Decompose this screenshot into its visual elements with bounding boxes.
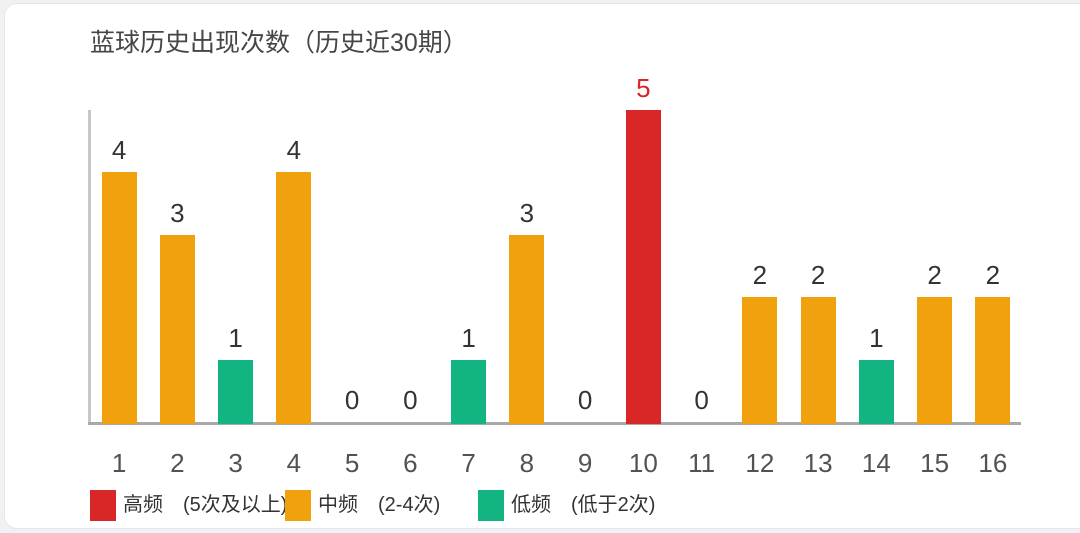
legend-label-high: 高频 (5次及以上) xyxy=(123,494,288,516)
bar-value-label-11: 0 xyxy=(694,385,709,415)
x-tick-label-16: 16 xyxy=(978,448,1008,478)
x-tick-label-3: 3 xyxy=(228,448,243,478)
bar-value-label-1: 4 xyxy=(111,135,127,165)
chart-title: 蓝球历史出现次数（历史近30期） xyxy=(90,29,468,57)
legend-swatch-high xyxy=(90,490,116,521)
bar-value-label-16: 2 xyxy=(985,260,1001,290)
bar-value-label-14: 1 xyxy=(869,322,884,353)
bar-8[interactable] xyxy=(509,234,545,424)
x-tick-label-12: 12 xyxy=(745,448,775,478)
x-tick-label-10: 10 xyxy=(628,448,658,478)
bar-4[interactable] xyxy=(276,172,312,424)
bar-7[interactable] xyxy=(451,359,487,424)
y-axis-line xyxy=(88,110,91,425)
bar-10[interactable] xyxy=(625,109,661,424)
x-tick-label-7: 7 xyxy=(461,448,476,478)
x-tick-label-13: 13 xyxy=(803,448,833,478)
bar-value-label-9: 0 xyxy=(577,385,593,415)
legend-swatch-mid xyxy=(285,490,311,521)
x-tick-label-4: 4 xyxy=(286,448,302,478)
bar-value-label-8: 3 xyxy=(519,197,535,228)
x-tick-label-15: 15 xyxy=(920,448,950,478)
x-tick-label-14: 14 xyxy=(861,448,891,478)
legend-swatch-low xyxy=(478,490,504,521)
bar-14[interactable] xyxy=(858,359,894,424)
x-tick-label-1: 1 xyxy=(111,448,127,478)
bar-2[interactable] xyxy=(159,234,195,424)
bar-value-label-12: 2 xyxy=(752,260,768,290)
chart-card: 蓝球历史出现次数（历史近30期） 4 1 3 2 1 3 4 4 0 5 0 6 1 7 3 8 0 9 5 10 0 1… xyxy=(4,3,1080,529)
bar-value-label-5: 0 xyxy=(344,385,360,415)
x-tick-label-6: 6 xyxy=(403,448,418,478)
bar-12[interactable] xyxy=(742,297,778,424)
x-tick-label-11: 11 xyxy=(688,448,716,478)
bar-value-label-15: 2 xyxy=(927,260,942,290)
x-tick-label-9: 9 xyxy=(577,448,593,478)
legend-label-mid: 中频 (2-4次) xyxy=(318,494,441,516)
x-axis-line xyxy=(88,422,1021,425)
bar-15[interactable] xyxy=(917,297,953,424)
x-tick-label-5: 5 xyxy=(344,448,360,478)
bar-value-label-4: 4 xyxy=(286,135,302,165)
bar-value-label-2: 3 xyxy=(170,197,185,228)
bar-value-label-3: 1 xyxy=(228,322,243,353)
bar-3[interactable] xyxy=(218,359,254,424)
bar-1[interactable] xyxy=(101,172,137,424)
bar-16[interactable] xyxy=(975,297,1011,424)
x-tick-label-2: 2 xyxy=(170,448,185,478)
bar-13[interactable] xyxy=(800,297,836,424)
x-tick-label-8: 8 xyxy=(519,448,535,478)
bar-value-label-7: 1 xyxy=(461,322,476,353)
bar-value-label-10: 5 xyxy=(636,72,651,103)
bar-value-label-13: 2 xyxy=(810,260,826,290)
legend-label-low: 低频 (低于2次) xyxy=(511,494,656,516)
bar-value-label-6: 0 xyxy=(403,385,418,415)
